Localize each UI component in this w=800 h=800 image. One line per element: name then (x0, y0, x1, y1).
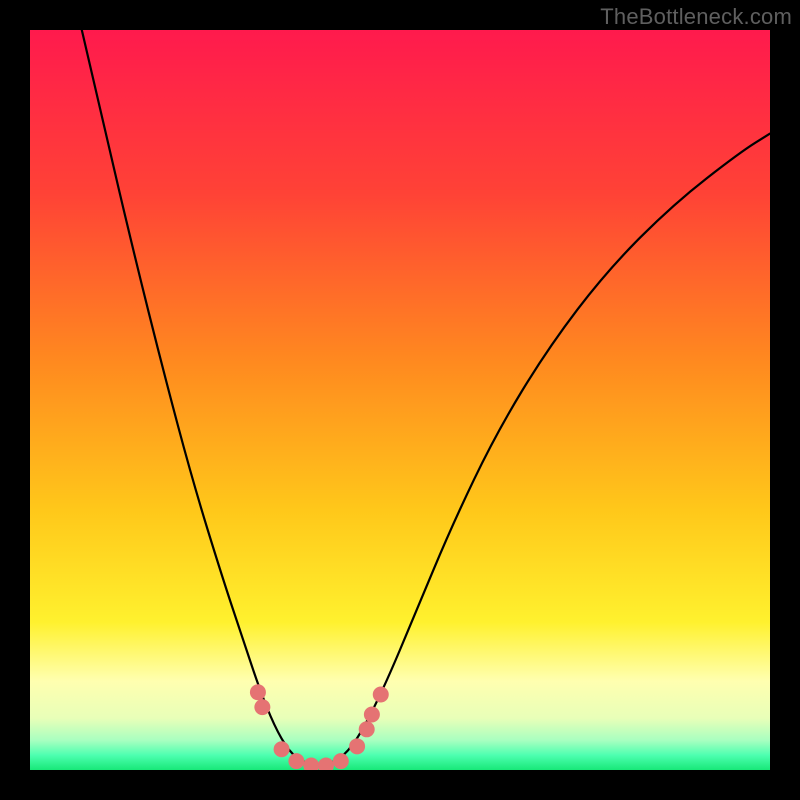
curve-marker (333, 753, 349, 769)
curve-marker (364, 707, 380, 723)
curve-marker (349, 738, 365, 754)
curve-layer (30, 30, 770, 770)
watermark-text: TheBottleneck.com (600, 4, 792, 30)
curve-markers (250, 684, 389, 770)
curve-marker (303, 758, 319, 770)
curve-marker (274, 741, 290, 757)
curve-marker (254, 699, 270, 715)
curve-marker (373, 687, 389, 703)
curve-marker (318, 758, 334, 770)
bottleneck-curve (82, 30, 770, 765)
curve-marker (250, 684, 266, 700)
curve-marker (359, 721, 375, 737)
plot-area (30, 30, 770, 770)
chart-wrapper: TheBottleneck.com (0, 0, 800, 800)
curve-marker (288, 753, 304, 769)
